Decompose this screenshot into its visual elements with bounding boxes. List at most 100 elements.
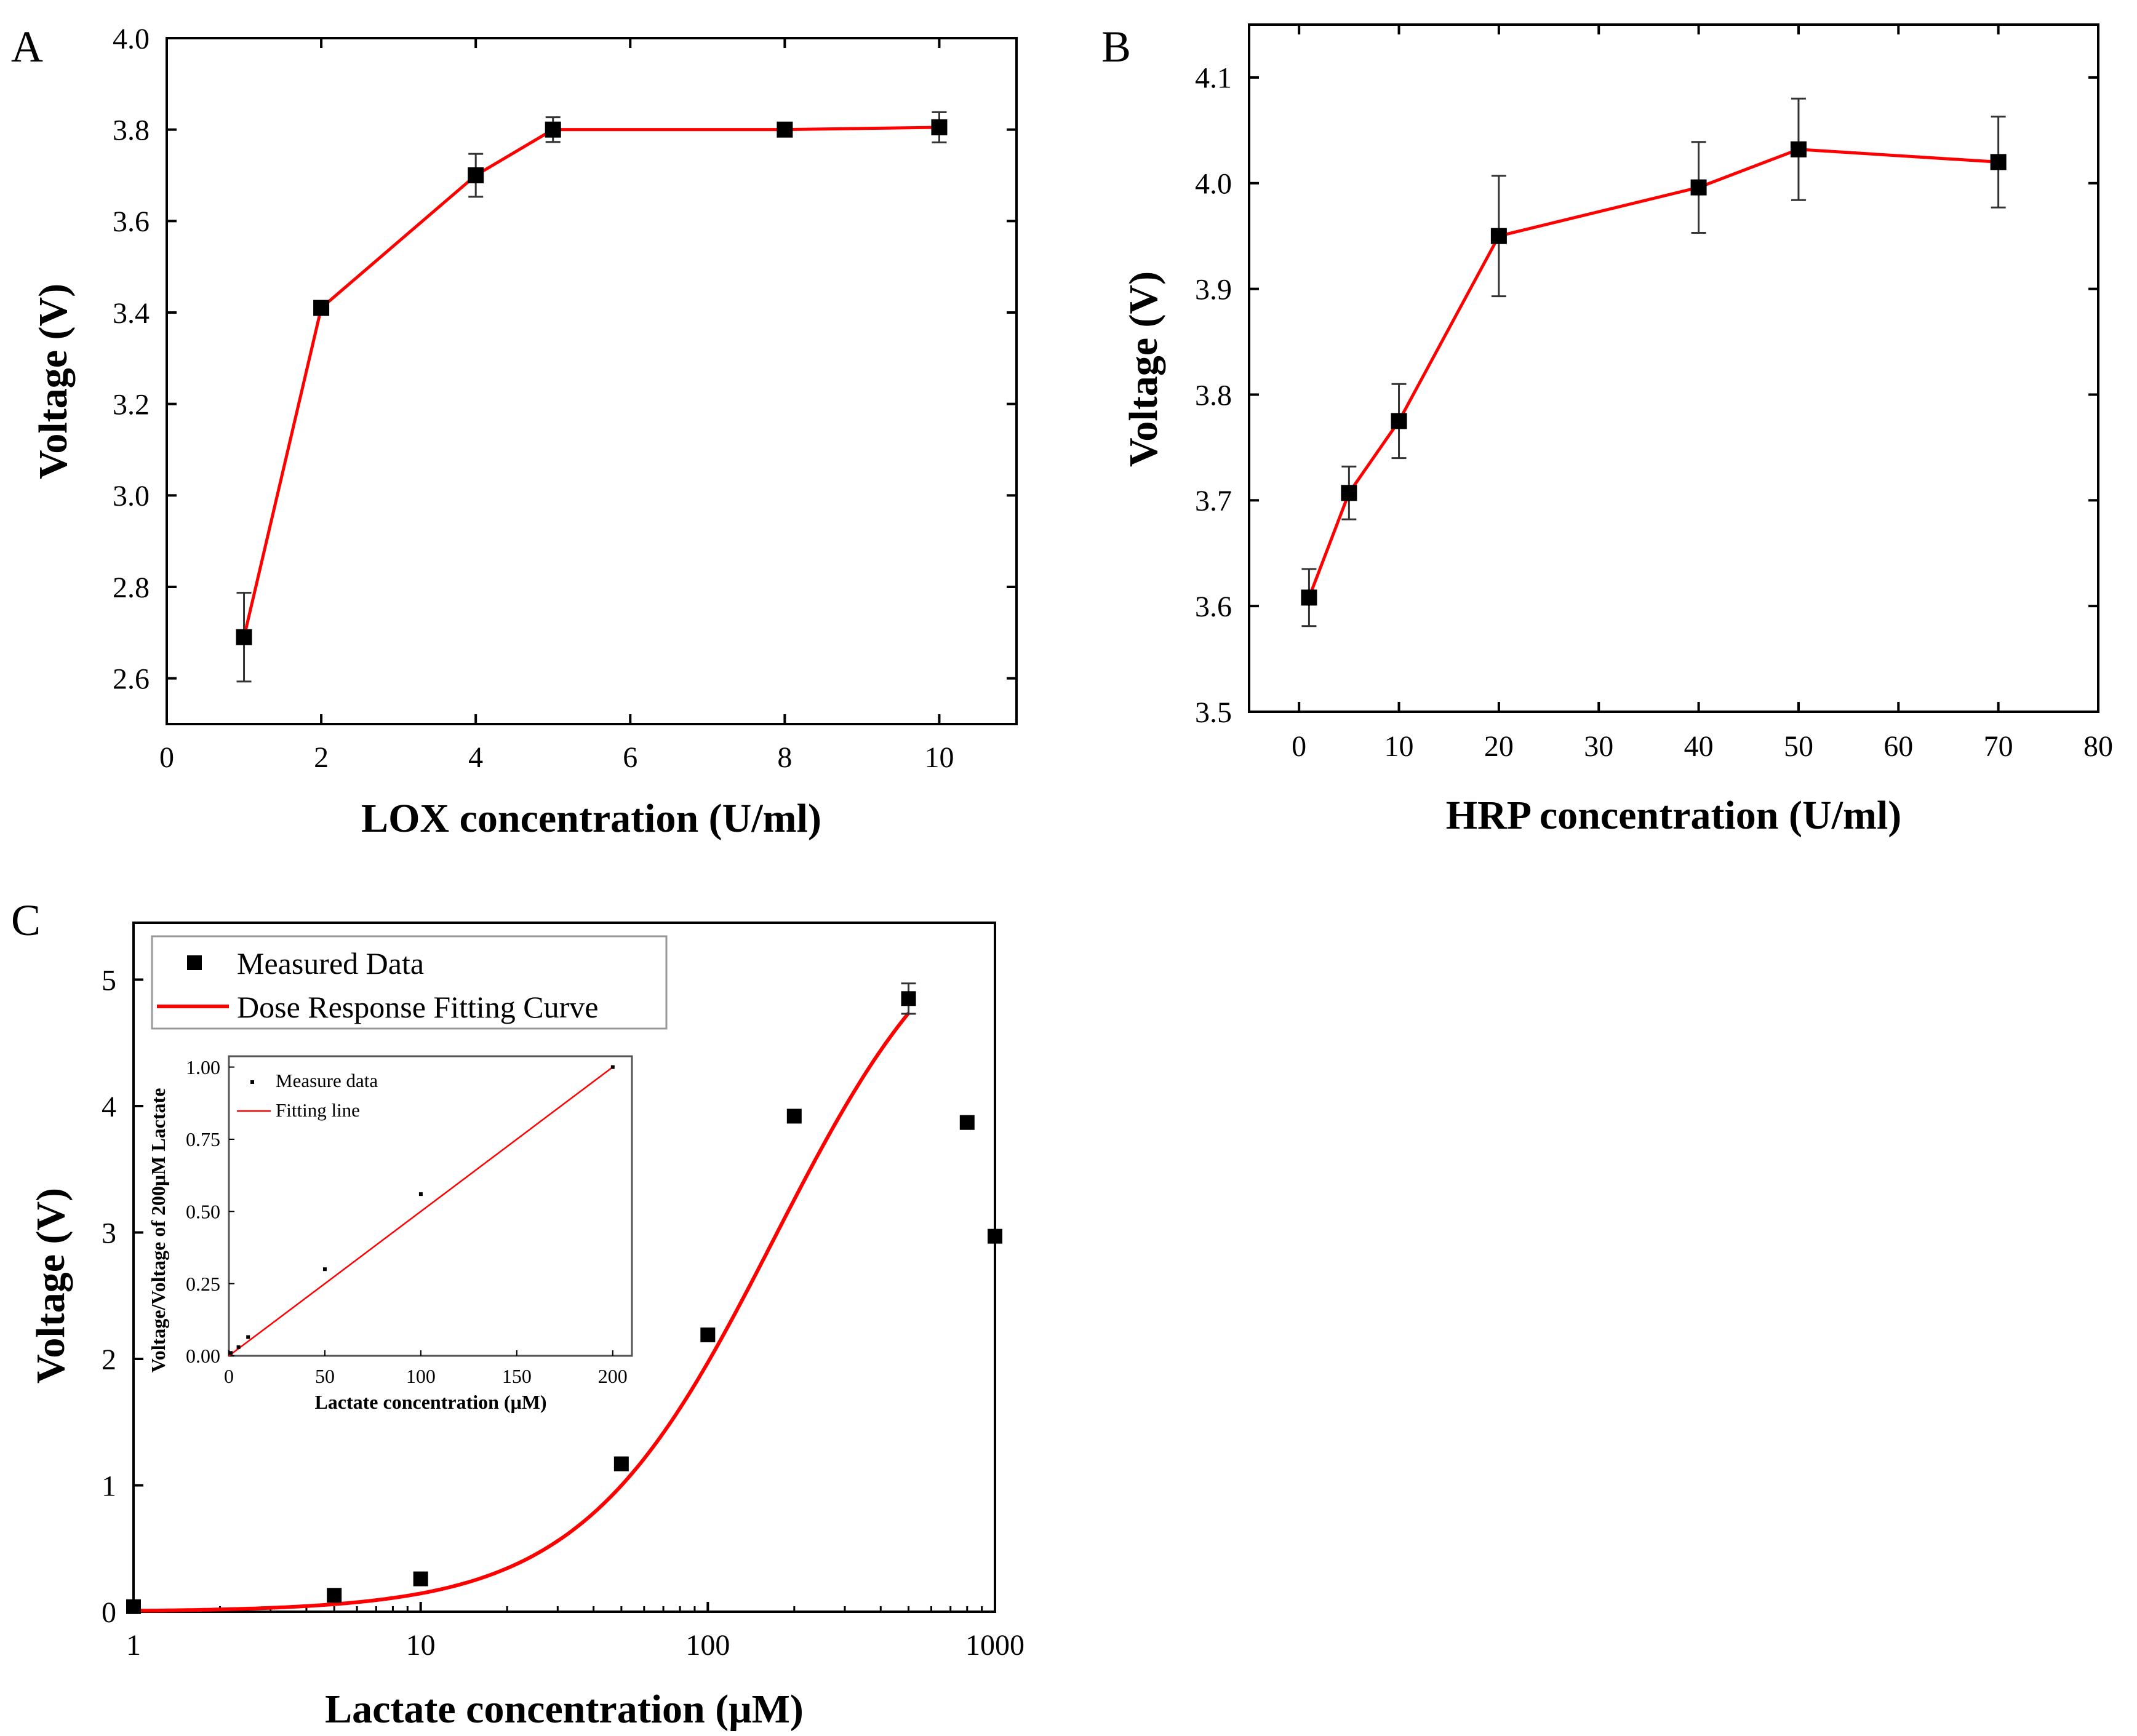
y-tick-label: 1.00 xyxy=(186,1056,220,1078)
data-point-marker xyxy=(322,1267,327,1272)
panel-c-y-axis-title: Voltage (V) xyxy=(28,1188,73,1384)
y-tick-label: 0.75 xyxy=(186,1128,220,1150)
x-tick-label: 150 xyxy=(502,1365,532,1387)
data-point-marker xyxy=(786,1109,802,1124)
y-tick-label: 4 xyxy=(102,1091,116,1123)
x-tick-label: 10 xyxy=(924,741,954,774)
x-tick-label: 200 xyxy=(598,1365,628,1387)
data-point-marker xyxy=(1341,485,1357,501)
panel-a-y-ticks: 2.6 2.8 3.0 3.2 3.4 3.6 3.8 4.0 xyxy=(113,23,1017,695)
x-tick-label: 70 xyxy=(1984,730,2013,763)
x-tick-label: 8 xyxy=(777,741,792,774)
x-tick-label: 80 xyxy=(2083,730,2113,763)
panel-c-inset: 0 50 100 150 200 0.00 0.25 0.50 0.75 1.00 Measur… xyxy=(147,1055,633,1413)
y-tick-label: 2.6 xyxy=(113,663,150,695)
y-tick-label: 0.00 xyxy=(186,1345,220,1367)
legend-marker-square-icon xyxy=(187,955,202,970)
data-point-marker xyxy=(700,1327,716,1342)
panel-c-legend: Measured Data Dose Response Fitting Curv… xyxy=(151,935,668,1030)
legend-entry-measured-data: Measured Data xyxy=(237,946,424,981)
data-point-marker xyxy=(1301,589,1317,606)
panel-c-x-axis-title: Lactate concentration (μM) xyxy=(325,1687,804,1732)
data-point-marker xyxy=(236,629,252,645)
inset-y-axis-title: Voltage/Voltage of 200μM Lactate xyxy=(147,1088,169,1373)
panel-a-series-line xyxy=(242,125,940,638)
panel-c-legend-box xyxy=(151,935,668,1030)
x-tick-label: 4 xyxy=(468,741,483,774)
y-tick-label: 3.7 xyxy=(1195,485,1232,517)
panel-a: A 0 2 4 6 8 10 2.6 2.8 3.0 3.2 3.4 3.6 3.8 4.0 LOX c… xyxy=(11,22,1018,841)
y-tick-label: 4.1 xyxy=(1195,62,1232,95)
legend-entry-fitting-curve: Dose Response Fitting Curve xyxy=(237,990,598,1024)
inset-legend-entry-measure-data: Measure data xyxy=(276,1070,378,1091)
data-point-marker xyxy=(613,1456,629,1471)
data-point-marker xyxy=(1690,179,1707,196)
data-point-marker xyxy=(988,1228,1002,1244)
y-tick-label: 3.5 xyxy=(1195,696,1232,729)
inset-legend: Measure data Fitting line xyxy=(237,1070,378,1121)
panel-c-markers xyxy=(126,991,1002,1614)
panel-b-markers xyxy=(1301,141,2007,606)
y-tick-label: 4.0 xyxy=(1195,168,1232,201)
data-point-marker xyxy=(610,1065,615,1069)
y-tick-label: 3.8 xyxy=(113,114,150,146)
x-tick-label: 0 xyxy=(224,1365,234,1387)
x-tick-label: 1000 xyxy=(965,1629,1025,1662)
x-tick-label: 10 xyxy=(1384,730,1414,763)
data-point-marker xyxy=(1391,413,1407,429)
y-tick-label: 0 xyxy=(102,1596,116,1629)
data-point-marker xyxy=(777,121,793,138)
inset-legend-entry-fitting-line: Fitting line xyxy=(276,1099,360,1121)
panel-c-x-ticks: 1 10 100 1000 xyxy=(126,1602,1025,1662)
data-point-marker xyxy=(229,1351,233,1355)
data-point-marker xyxy=(545,121,561,138)
x-tick-label: 6 xyxy=(623,741,637,774)
panel-letter-c: C xyxy=(11,896,41,945)
x-tick-label: 10 xyxy=(406,1629,436,1662)
x-tick-label: 40 xyxy=(1684,730,1714,763)
data-point-marker xyxy=(246,1335,250,1339)
x-tick-label: 0 xyxy=(1292,730,1306,763)
y-tick-label: 3.4 xyxy=(113,297,150,330)
panel-b-plot-frame xyxy=(1248,23,2099,713)
data-point-marker xyxy=(1990,154,2007,170)
x-tick-label: 30 xyxy=(1584,730,1613,763)
y-tick-label: 3.6 xyxy=(113,205,150,238)
inset-markers xyxy=(229,1065,615,1355)
y-tick-label: 2 xyxy=(102,1344,116,1376)
data-point-marker xyxy=(313,300,330,316)
data-point-marker xyxy=(418,1192,423,1196)
x-tick-label: 0 xyxy=(159,741,174,774)
data-point-marker xyxy=(959,1115,975,1130)
data-point-marker xyxy=(901,991,916,1006)
data-point-marker xyxy=(931,119,948,135)
y-tick-label: 0.25 xyxy=(186,1273,220,1295)
y-tick-label: 3.2 xyxy=(113,388,150,421)
inset-fitting-line xyxy=(228,1066,613,1356)
panel-letter-b: B xyxy=(1101,22,1131,71)
inset-legend-marker-icon xyxy=(250,1080,254,1084)
panel-a-plot-frame xyxy=(166,37,1018,725)
x-tick-label: 100 xyxy=(685,1629,730,1662)
y-tick-label: 3 xyxy=(102,1217,116,1249)
data-point-marker xyxy=(327,1588,342,1603)
panel-b-error-bars xyxy=(1301,97,2006,627)
panel-a-markers xyxy=(236,119,948,645)
panel-b-y-ticks: 3.5 3.6 3.7 3.8 3.9 4.0 4.1 xyxy=(1195,62,2098,729)
panel-a-y-axis-title: Voltage (V) xyxy=(31,284,76,479)
y-tick-label: 5 xyxy=(102,964,116,997)
y-tick-label: 2.8 xyxy=(113,571,150,604)
x-tick-label: 100 xyxy=(406,1365,436,1387)
data-point-marker xyxy=(236,1345,241,1349)
data-point-marker xyxy=(1790,141,1807,157)
y-tick-label: 3.8 xyxy=(1195,379,1232,412)
inset-y-ticks: 0.00 0.25 0.50 0.75 1.00 xyxy=(186,1056,234,1367)
y-tick-label: 4.0 xyxy=(113,23,150,55)
panel-c-y-ticks: 0 1 2 3 4 5 xyxy=(102,964,143,1629)
y-tick-label: 3.9 xyxy=(1195,273,1232,306)
panel-b-x-ticks: 0 10 20 30 40 50 60 70 80 xyxy=(1292,25,2113,763)
data-point-marker xyxy=(468,167,484,183)
panel-c-plot-frame xyxy=(132,922,996,1613)
